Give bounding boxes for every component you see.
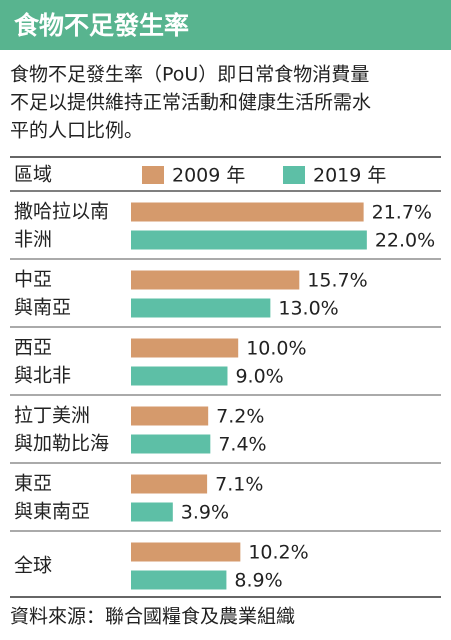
bar bbox=[131, 434, 211, 454]
value-label: 7.1% bbox=[215, 474, 263, 496]
value-label: 10.2% bbox=[248, 542, 308, 564]
value-label: 9.0% bbox=[235, 366, 283, 388]
category-label: 拉丁美洲 bbox=[14, 405, 90, 427]
bar bbox=[131, 542, 241, 562]
title-bar bbox=[0, 0, 451, 50]
value-label: 7.2% bbox=[216, 406, 264, 428]
bar bbox=[131, 338, 239, 358]
category-header: 區域 bbox=[14, 164, 52, 186]
bar bbox=[131, 298, 271, 318]
value-label: 3.9% bbox=[181, 502, 229, 524]
bar bbox=[131, 366, 228, 386]
description: 平的人口比例。 bbox=[10, 120, 143, 142]
category-label: 與東南亞 bbox=[14, 501, 90, 523]
category-label: 與南亞 bbox=[14, 297, 71, 319]
description: 不足以提供維持正常活動和健康生活所需水 bbox=[10, 92, 371, 114]
category-label: 全球 bbox=[14, 555, 52, 577]
bar bbox=[131, 502, 173, 522]
value-label: 10.0% bbox=[246, 338, 306, 360]
value-label: 13.0% bbox=[278, 298, 338, 320]
value-label: 15.7% bbox=[307, 270, 367, 292]
description: 食物不足發生率（PoU）即日常食物消費量 bbox=[10, 64, 369, 86]
bar bbox=[131, 230, 367, 250]
bar bbox=[131, 474, 208, 494]
bar bbox=[131, 406, 209, 426]
legend-label: 2019 年 bbox=[313, 165, 386, 187]
value-label: 22.0% bbox=[375, 230, 435, 252]
category-label: 與加勒比海 bbox=[14, 433, 109, 455]
category-label: 撒哈拉以南 bbox=[14, 201, 109, 223]
bar bbox=[131, 570, 227, 590]
bar bbox=[131, 202, 364, 222]
chart-title: 食物不足發生率 bbox=[14, 11, 189, 40]
value-label: 21.7% bbox=[372, 202, 432, 224]
bar bbox=[131, 270, 300, 290]
source: 資料來源：聯合國糧食及農業組織 bbox=[10, 606, 295, 628]
value-label: 8.9% bbox=[234, 570, 282, 592]
legend-swatch bbox=[283, 166, 305, 184]
category-label: 東亞 bbox=[14, 473, 52, 495]
value-label: 7.4% bbox=[218, 434, 266, 456]
category-label: 西亞 bbox=[14, 337, 52, 359]
category-label: 非洲 bbox=[14, 229, 52, 251]
category-label: 與北非 bbox=[14, 365, 71, 387]
category-label: 中亞 bbox=[14, 269, 52, 291]
legend-swatch bbox=[142, 166, 164, 184]
legend-label: 2009 年 bbox=[172, 165, 245, 187]
